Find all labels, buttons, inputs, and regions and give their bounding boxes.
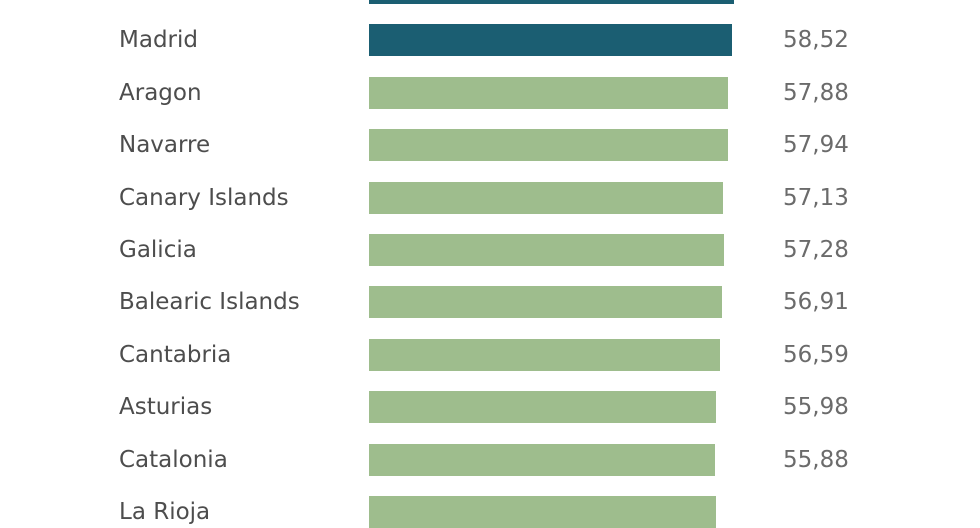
bar — [369, 24, 732, 57]
value-label: 56,91 — [783, 289, 849, 316]
bar — [369, 76, 728, 109]
category-label: Basque Country — [119, 0, 303, 3]
bar-chart: Basque Country Madrid 58,52 Aragon 57,88 Nava… — [119, 0, 849, 528]
bar — [369, 286, 722, 319]
value-label: 56,59 — [783, 341, 849, 368]
bar — [369, 496, 717, 528]
category-label: Galicia — [119, 237, 197, 263]
value-label: 57,88 — [783, 79, 849, 106]
bar — [369, 181, 724, 214]
bar — [369, 129, 729, 162]
category-label: Aragon — [119, 79, 202, 106]
value-label: 55,98 — [783, 394, 849, 421]
value-label: 57,94 — [783, 132, 849, 159]
value-label: 57,13 — [783, 184, 849, 211]
bar — [369, 0, 735, 4]
bar — [369, 234, 725, 266]
category-label: Asturias — [119, 394, 213, 421]
value-label: 55,88 — [783, 446, 849, 473]
category-label: Cantabria — [119, 341, 232, 368]
bar — [369, 338, 720, 371]
category-label: La Rioja — [119, 499, 211, 525]
value-label: 58,52 — [783, 27, 849, 54]
category-label: Madrid — [119, 27, 198, 54]
category-label: Balearic Islands — [119, 289, 300, 316]
category-label: Navarre — [119, 132, 211, 159]
bar — [369, 391, 717, 424]
value-label: 57,28 — [783, 237, 849, 263]
category-label: Catalonia — [119, 446, 228, 473]
category-label: Canary Islands — [119, 184, 289, 211]
bar — [369, 443, 716, 476]
